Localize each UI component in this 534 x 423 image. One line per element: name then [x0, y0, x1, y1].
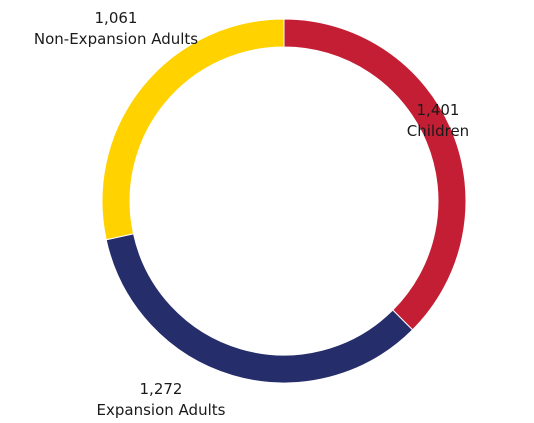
value-label-expansion-adults: 1,272: [139, 380, 183, 398]
donut-slice-children: [283, 18, 467, 331]
data-label-non-expansion-adults: 1,061 Non-Expansion Adults: [0, 8, 236, 50]
data-label-expansion-adults: 1,272 Expansion Adults: [61, 379, 261, 421]
value-label-children: 1,401: [416, 101, 460, 119]
category-label-non-expansion-adults: Non-Expansion Adults: [33, 30, 199, 48]
data-label-children: 1,401 Children: [378, 100, 498, 142]
value-label-non-expansion-adults: 1,061: [94, 9, 138, 27]
category-label-expansion-adults: Expansion Adults: [96, 401, 226, 419]
donut-slice-non-expansion-adults: [101, 18, 285, 241]
category-label-children: Children: [406, 122, 470, 140]
donut-slice-expansion-adults: [105, 233, 414, 384]
